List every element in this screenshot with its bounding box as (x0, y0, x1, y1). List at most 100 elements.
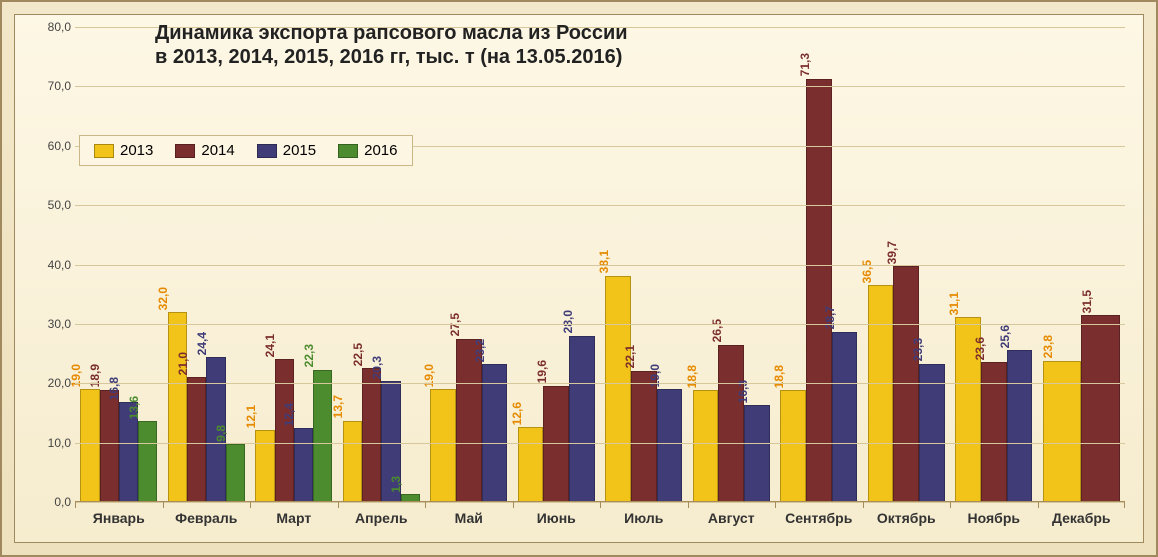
x-tick-label: Июль (624, 510, 663, 526)
y-tick-label: 70,0 (48, 79, 71, 93)
legend-label: 2016 (364, 142, 397, 159)
tick-mark (75, 502, 76, 508)
x-tick: Август (688, 502, 776, 542)
x-tick: Декабрь (1038, 502, 1126, 542)
chart-outer-frame: Динамика экспорта рапсового масла из Рос… (0, 0, 1158, 557)
bar-value-label: 31,1 (947, 292, 961, 315)
tick-mark (513, 502, 514, 508)
bar-value-label: 32,0 (156, 287, 170, 310)
bar (1043, 361, 1082, 502)
bar-value-label: 27,5 (448, 313, 462, 336)
x-tick: Май (425, 502, 513, 542)
bar (294, 428, 313, 502)
bar (138, 421, 157, 502)
y-tick-label: 80,0 (48, 20, 71, 34)
tick-mark (600, 502, 601, 508)
chart-title: Динамика экспорта рапсового масла из Рос… (155, 21, 863, 69)
x-tick: Март (250, 502, 338, 542)
x-tick: Июнь (513, 502, 601, 542)
legend-item: 2013 (94, 142, 153, 159)
x-tick-label: Октябрь (877, 510, 936, 526)
bar-value-label: 23,3 (911, 338, 925, 361)
bar (543, 386, 569, 502)
legend-label: 2015 (283, 142, 316, 159)
y-tick-label: 60,0 (48, 139, 71, 153)
gridline (75, 265, 1125, 266)
bar (255, 430, 274, 502)
legend-swatch (94, 144, 114, 158)
bar (168, 312, 187, 502)
bar (806, 79, 832, 502)
bar (187, 377, 206, 502)
x-tick-label: Июнь (537, 510, 576, 526)
bar-value-label: 36,5 (860, 260, 874, 283)
y-tick-label: 50,0 (48, 198, 71, 212)
gridline (75, 324, 1125, 325)
bar-value-label: 19,6 (535, 360, 549, 383)
bar-value-label: 12,4 (282, 403, 296, 426)
bar (657, 389, 683, 502)
y-tick-label: 0,0 (54, 495, 71, 509)
bar-value-label: 24,4 (195, 332, 209, 355)
bar-value-label: 1,3 (389, 476, 403, 493)
bar (275, 359, 294, 502)
bar-value-label: 18,8 (685, 365, 699, 388)
bar-value-label: 38,1 (597, 250, 611, 273)
bar (868, 285, 894, 502)
x-tick-label: Ноябрь (968, 510, 1020, 526)
y-tick-label: 30,0 (48, 317, 71, 331)
bar (693, 390, 719, 502)
bar (1081, 315, 1120, 502)
bar-value-label: 22,5 (351, 343, 365, 366)
bar (430, 389, 456, 502)
gridline (75, 383, 1125, 384)
y-tick-label: 10,0 (48, 436, 71, 450)
tick-mark (950, 502, 951, 508)
bar-value-label: 18,8 (772, 365, 786, 388)
bar-value-label: 23,8 (1041, 335, 1055, 358)
gridline (75, 86, 1125, 87)
tick-mark (163, 502, 164, 508)
bar (313, 370, 332, 502)
legend-item: 2015 (257, 142, 316, 159)
tick-mark (425, 502, 426, 508)
x-tick: Сентябрь (775, 502, 863, 542)
gridline (75, 205, 1125, 206)
x-tick: Февраль (163, 502, 251, 542)
bar-value-label: 22,1 (623, 345, 637, 368)
x-tick: Апрель (338, 502, 426, 542)
y-tick-label: 20,0 (48, 376, 71, 390)
x-tick-label: Март (276, 510, 311, 526)
bar (718, 345, 744, 502)
bar (482, 364, 508, 502)
bar-value-label: 23,6 (973, 337, 987, 360)
tick-mark (688, 502, 689, 508)
legend-label: 2014 (201, 142, 234, 159)
y-tick-label: 40,0 (48, 258, 71, 272)
x-tick-label: Январь (93, 510, 145, 526)
chart-plot-frame: Динамика экспорта рапсового масла из Рос… (14, 14, 1144, 543)
tick-mark (338, 502, 339, 508)
tick-mark (1124, 502, 1125, 508)
bar (744, 405, 770, 502)
x-tick: Октябрь (863, 502, 951, 542)
tick-mark (250, 502, 251, 508)
x-axis: Январь Февраль Март Апрель Май Июнь Июль Август… (75, 501, 1125, 542)
bar-value-label: 28,0 (561, 310, 575, 333)
x-tick-label: Май (455, 510, 483, 526)
x-tick: Июль (600, 502, 688, 542)
tick-mark (1038, 502, 1039, 508)
bar-value-label: 23,2 (473, 339, 487, 362)
bar-value-label: 16,8 (107, 377, 121, 400)
x-tick: Январь (75, 502, 163, 542)
bar (518, 427, 544, 502)
bar-value-label: 31,5 (1080, 290, 1094, 313)
bar (343, 421, 362, 502)
legend-item: 2014 (175, 142, 234, 159)
bar (100, 390, 119, 502)
bar-value-label: 20,3 (370, 356, 384, 379)
bar (832, 332, 858, 502)
bar (1007, 350, 1033, 502)
x-tick-label: Декабрь (1052, 510, 1111, 526)
bar-value-label: 13,7 (331, 395, 345, 418)
